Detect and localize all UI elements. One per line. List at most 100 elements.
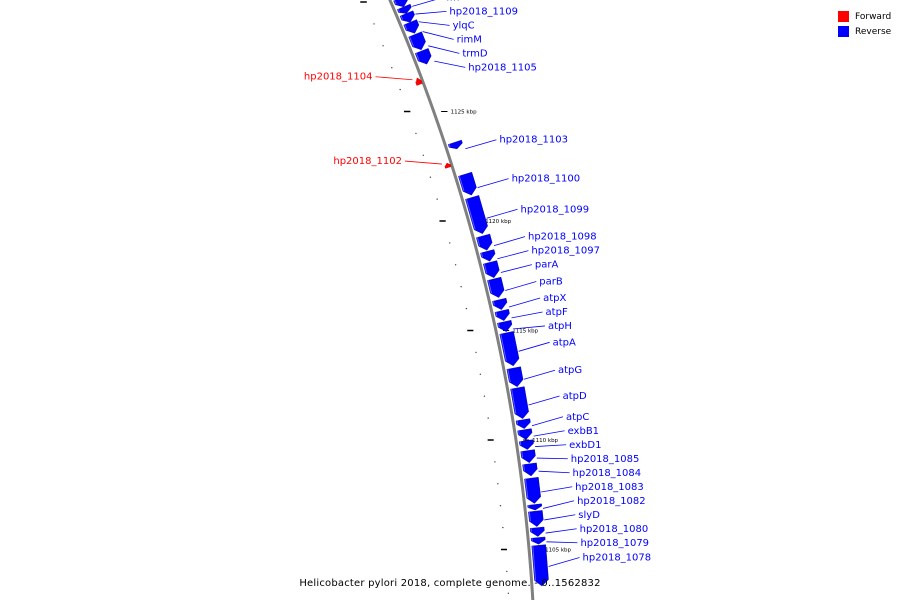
gene-label[interactable]: hp2018_1105 <box>468 62 537 73</box>
gene-feature[interactable] <box>397 3 412 14</box>
gene-feature[interactable] <box>522 462 538 477</box>
gene-highlight <box>414 78 417 82</box>
gene-label[interactable]: atpX <box>543 293 566 304</box>
gene-label[interactable]: hp2018_1079 <box>580 538 649 549</box>
gene-highlight <box>528 511 531 522</box>
gene-feature[interactable] <box>393 0 409 8</box>
gene-label[interactable]: rimM <box>457 34 482 45</box>
legend: Forward Reverse <box>838 9 891 39</box>
gene-leader-line <box>434 60 466 68</box>
legend-label-reverse: Reverse <box>855 26 892 37</box>
legend-label-forward: Forward <box>855 11 892 22</box>
gene-highlight <box>400 15 404 20</box>
scale-dot <box>373 23 375 25</box>
gene-label[interactable]: atpA <box>553 337 576 348</box>
gene-highlight <box>516 420 519 425</box>
gene-leader-line <box>375 76 413 81</box>
gene-label[interactable]: hp2018_1109 <box>449 6 518 17</box>
gene-label[interactable]: atpD <box>563 391 587 402</box>
gene-label[interactable]: ffh <box>446 0 459 3</box>
gene-leader-line <box>415 10 447 15</box>
gene-label[interactable]: exbB1 <box>568 426 599 437</box>
gene-label[interactable]: atpH <box>548 321 572 332</box>
gene-feature[interactable] <box>483 260 500 278</box>
gene-feature[interactable] <box>399 10 415 23</box>
gene-highlight <box>444 163 447 166</box>
gene-leader-line <box>428 45 460 54</box>
gene-label[interactable]: hp2018_1103 <box>499 135 568 146</box>
gene-label[interactable]: exbD1 <box>569 440 601 451</box>
gene-highlight <box>495 311 498 317</box>
gene-highlight <box>404 24 408 31</box>
gene-leader-line <box>497 250 529 260</box>
scale-dot <box>415 132 417 135</box>
gene-feature[interactable] <box>408 31 426 51</box>
gene-feature[interactable] <box>517 428 533 440</box>
gene-highlight <box>492 301 495 306</box>
gene-highlight <box>458 175 465 192</box>
gene-feature[interactable] <box>447 139 463 150</box>
gene-label[interactable]: parA <box>535 260 559 271</box>
gene-feature[interactable] <box>494 308 510 321</box>
gene-label[interactable]: hp2018_1084 <box>573 468 642 479</box>
gene-label[interactable]: hp2018_1080 <box>580 524 649 535</box>
gene-feature[interactable] <box>465 195 488 234</box>
gene-feature[interactable] <box>480 249 496 262</box>
legend-item-reverse: Reverse <box>838 24 891 39</box>
gene-label[interactable]: hp2018_1104 <box>304 72 373 83</box>
gene-feature[interactable] <box>414 48 432 65</box>
gene-feature[interactable] <box>527 503 543 511</box>
gene-highlight <box>497 322 500 328</box>
gene-label[interactable]: ylqC <box>453 20 475 31</box>
gene-feature[interactable] <box>531 544 549 587</box>
gene-label[interactable]: hp2018_1085 <box>571 454 640 465</box>
gene-label[interactable]: hp2018_1078 <box>583 552 652 563</box>
gene-highlight <box>476 237 481 247</box>
gene-feature[interactable] <box>499 331 520 367</box>
gene-feature[interactable] <box>476 233 493 251</box>
gene-feature[interactable] <box>506 366 524 388</box>
gene-leader-line <box>422 31 454 40</box>
gene-leader-line <box>535 444 567 447</box>
gene-highlight <box>524 478 529 499</box>
scale-dot <box>506 570 508 573</box>
gene-label[interactable]: atpF <box>546 307 568 318</box>
gene-label[interactable]: hp2018_1097 <box>531 246 600 257</box>
gene-label[interactable]: atpG <box>558 365 582 376</box>
gene-label[interactable]: hp2018_1082 <box>577 496 646 507</box>
gene-feature[interactable] <box>519 439 534 450</box>
gene-feature[interactable] <box>529 526 545 537</box>
label-layer: ffh hp2018_1109 ylqC rimM trmD hp2018_1105 hp2… <box>304 0 652 567</box>
gene-feature[interactable] <box>510 386 529 419</box>
gene-feature[interactable] <box>528 510 544 527</box>
gene-label[interactable]: hp2018_1098 <box>528 232 597 243</box>
gene-label[interactable]: atpC <box>566 412 589 423</box>
gene-feature[interactable] <box>458 171 477 196</box>
gene-label[interactable]: slyD <box>578 510 600 521</box>
scale-tick-label: 1105 kbp <box>545 548 571 554</box>
scale-dot <box>483 395 486 397</box>
gene-feature[interactable] <box>524 477 541 504</box>
gene-feature[interactable] <box>492 297 508 310</box>
gene-highlight <box>409 36 414 47</box>
gene-label[interactable]: hp2018_1102 <box>333 156 402 167</box>
gene-leader-line <box>511 311 543 319</box>
gene-leader-line <box>404 160 442 165</box>
genome-backbone <box>388 0 535 600</box>
gene-highlight <box>448 144 451 148</box>
gene-label[interactable]: hp2018_1099 <box>521 204 590 215</box>
gene-leader-line <box>412 0 436 7</box>
gene-label[interactable]: hp2018_1083 <box>575 482 644 493</box>
gene-feature[interactable] <box>520 449 536 463</box>
gene-feature[interactable] <box>444 162 452 169</box>
gene-feature[interactable] <box>487 276 505 298</box>
gene-feature[interactable] <box>497 320 513 332</box>
gene-feature[interactable] <box>403 19 420 34</box>
gene-feature[interactable] <box>515 418 531 429</box>
gene-label[interactable]: trmD <box>462 48 488 59</box>
gene-label[interactable]: hp2018_1100 <box>512 174 581 185</box>
gene-feature[interactable] <box>530 536 546 545</box>
gene-leader-line <box>505 281 537 291</box>
gene-feature[interactable] <box>415 77 423 86</box>
gene-label[interactable]: parB <box>539 277 563 288</box>
